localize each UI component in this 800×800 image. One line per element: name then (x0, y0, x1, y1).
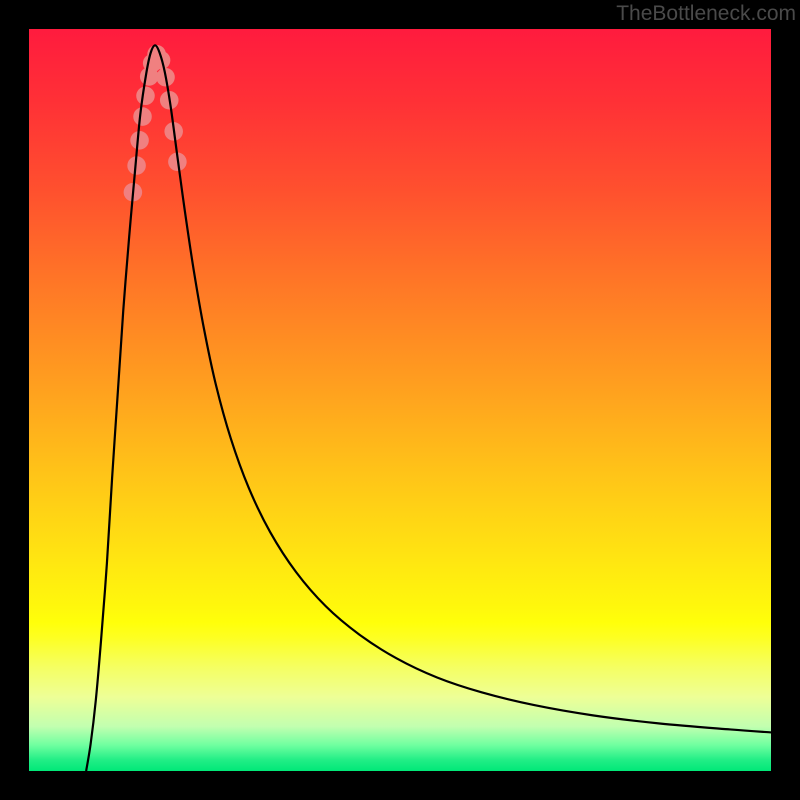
chart-svg (29, 29, 771, 771)
plot-area (29, 29, 771, 771)
scatter-dot (136, 87, 155, 106)
chart-frame: TheBottleneck.com (0, 0, 800, 800)
scatter-dot (133, 107, 152, 126)
scatter-dot (130, 131, 149, 150)
watermark-text: TheBottleneck.com (616, 2, 796, 26)
